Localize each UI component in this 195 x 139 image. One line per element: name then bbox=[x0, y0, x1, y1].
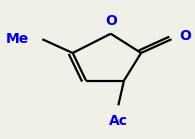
Text: O: O bbox=[105, 14, 117, 28]
Text: Ac: Ac bbox=[109, 114, 128, 128]
Text: Me: Me bbox=[6, 32, 29, 46]
Text: O: O bbox=[179, 29, 191, 44]
